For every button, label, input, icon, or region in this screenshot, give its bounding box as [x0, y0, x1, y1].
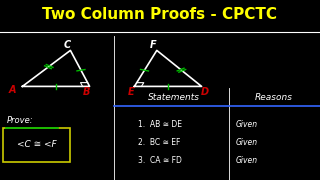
- Text: B: B: [83, 87, 90, 97]
- Text: Reasons: Reasons: [255, 93, 292, 102]
- Text: F: F: [150, 40, 157, 50]
- Text: Two Column Proofs - CPCTC: Two Column Proofs - CPCTC: [43, 7, 277, 22]
- Text: Statements: Statements: [148, 93, 200, 102]
- Text: Given: Given: [235, 156, 257, 165]
- Bar: [3, 128, 70, 162]
- Text: Given: Given: [235, 138, 257, 147]
- Text: 3.  CA ≅ FD: 3. CA ≅ FD: [138, 156, 181, 165]
- Text: 2.  BC ≅ EF: 2. BC ≅ EF: [138, 138, 180, 147]
- Text: D: D: [201, 87, 209, 97]
- Text: Given: Given: [235, 120, 257, 129]
- Text: 1.  AB ≅ DE: 1. AB ≅ DE: [138, 120, 182, 129]
- Text: A: A: [9, 85, 17, 95]
- Text: C: C: [64, 40, 71, 50]
- Text: Prove:: Prove:: [6, 116, 33, 125]
- Text: E: E: [128, 87, 134, 97]
- Text: <C ≅ <F: <C ≅ <F: [17, 140, 57, 149]
